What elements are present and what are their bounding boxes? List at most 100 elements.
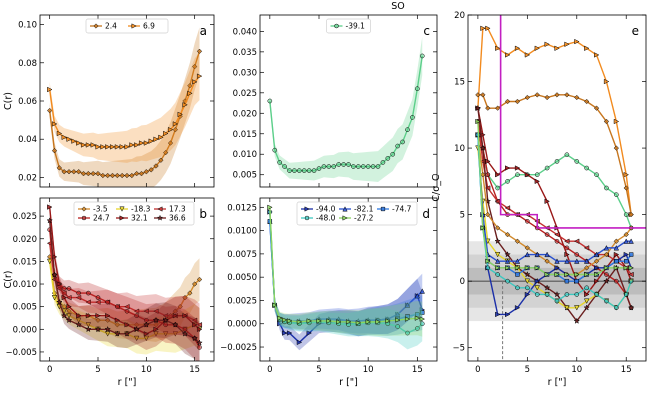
chart-title: SO	[391, 1, 405, 12]
data-point	[603, 118, 610, 125]
data-point	[543, 284, 551, 291]
legend-marker	[342, 206, 348, 212]
data-point	[129, 172, 135, 179]
data-point	[515, 172, 520, 178]
legend-entry-label: -18.3	[131, 205, 151, 214]
data-point	[390, 151, 396, 157]
data-point	[514, 98, 521, 105]
data-point	[564, 251, 570, 258]
legend-marker	[119, 215, 125, 221]
data-point	[94, 325, 102, 333]
data-point	[95, 313, 101, 319]
data-point	[419, 288, 425, 294]
data-point	[277, 315, 283, 321]
x-tick-label: 15	[412, 365, 423, 375]
data-point	[115, 304, 120, 309]
data-point	[574, 159, 580, 164]
data-point	[143, 331, 150, 337]
data-point	[419, 321, 425, 327]
data-point	[162, 331, 169, 337]
data-point	[554, 258, 560, 264]
data-point	[301, 168, 307, 173]
legend-marker	[81, 215, 87, 221]
data-point	[564, 41, 570, 47]
data-point	[100, 172, 106, 179]
data-point	[485, 105, 491, 111]
data-point	[524, 52, 531, 58]
data-point	[277, 160, 282, 165]
data-point	[191, 317, 198, 323]
data-point	[574, 271, 580, 278]
error-band	[269, 36, 423, 182]
data-point	[143, 169, 149, 175]
legend-entry-label: -27.2	[354, 214, 374, 223]
data-point	[594, 278, 600, 284]
y-tick-label: 10	[454, 144, 465, 154]
panel-letter: d	[422, 207, 430, 221]
data-point	[153, 163, 159, 169]
data-point	[321, 164, 327, 169]
data-point	[544, 251, 550, 258]
data-point	[153, 136, 159, 142]
y-tick-label: 0.035	[233, 48, 257, 58]
data-point	[162, 316, 169, 324]
data-point	[603, 251, 610, 258]
data-point	[85, 170, 91, 177]
data-point	[584, 291, 590, 298]
data-point	[85, 142, 92, 148]
y-tick-label: 0.08	[18, 59, 37, 69]
data-point	[124, 308, 130, 314]
x-tick-label: 10	[363, 365, 374, 375]
data-point	[172, 121, 179, 127]
data-point	[485, 172, 491, 178]
data-point	[104, 325, 111, 333]
plot-area-b	[46, 200, 203, 361]
data-point	[177, 111, 184, 118]
series-a-0	[47, 27, 203, 187]
plot-area-a	[47, 27, 203, 187]
data-point	[138, 140, 145, 146]
data-point	[341, 162, 346, 167]
data-point	[267, 98, 273, 104]
data-point	[177, 304, 183, 310]
data-point	[90, 142, 97, 148]
data-point	[420, 310, 425, 315]
data-point	[66, 294, 72, 301]
series-c-0	[267, 36, 425, 182]
data-point	[336, 319, 342, 325]
data-point	[356, 164, 361, 169]
data-point	[355, 320, 362, 326]
data-point	[504, 251, 511, 258]
data-point	[351, 164, 356, 169]
x-axis-label: r ["]	[339, 377, 358, 388]
plot-area-e	[468, 15, 646, 361]
y-tick-label: 0.010	[233, 150, 257, 160]
legend-marker	[93, 23, 99, 29]
data-point	[385, 156, 391, 161]
error-band	[49, 27, 200, 187]
data-point	[410, 115, 415, 120]
legend-a: 2.4 6.9	[85, 18, 169, 34]
data-point	[172, 308, 178, 314]
series-line	[477, 108, 632, 323]
legend-box	[326, 18, 371, 34]
data-point	[474, 104, 482, 111]
data-point	[495, 272, 500, 277]
data-point	[623, 265, 630, 271]
data-point	[505, 311, 511, 318]
data-point	[292, 168, 297, 173]
data-point	[192, 63, 198, 70]
data-point	[544, 271, 550, 278]
legend-entry-label: -3.5	[93, 205, 108, 214]
legend-entry-label: -74.7	[392, 205, 412, 214]
y-tick-label: 0.025	[233, 89, 257, 99]
data-point	[574, 38, 580, 45]
data-point	[524, 271, 531, 278]
data-point	[66, 303, 72, 310]
data-point	[56, 281, 63, 287]
data-point	[152, 316, 160, 324]
data-point	[484, 185, 491, 191]
data-point	[196, 322, 203, 328]
data-point	[564, 305, 570, 311]
data-point	[623, 185, 629, 191]
